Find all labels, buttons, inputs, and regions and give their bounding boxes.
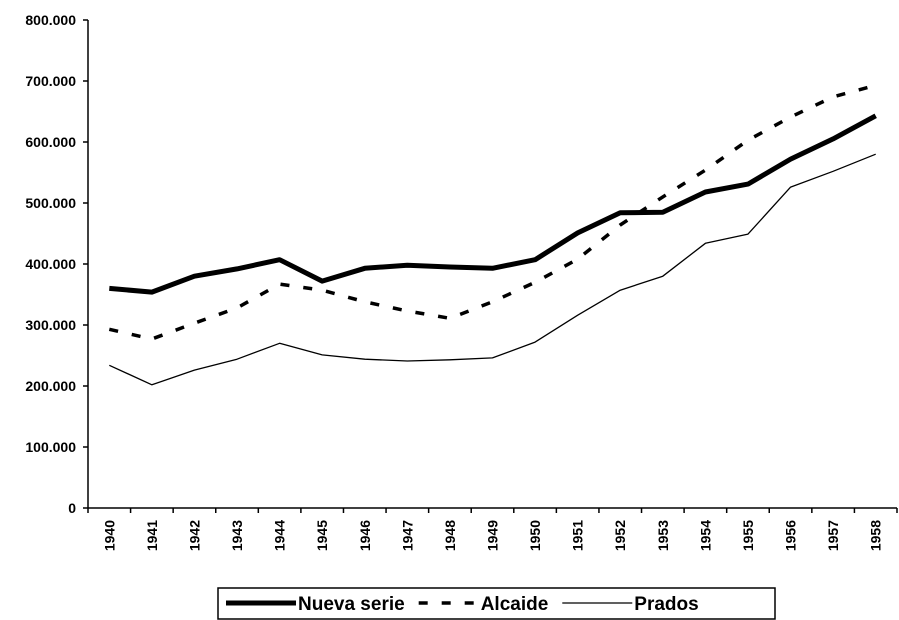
x-tick-label: 1948	[442, 520, 458, 551]
y-tick-label: 700.000	[25, 73, 76, 89]
x-tick-label: 1958	[868, 520, 884, 551]
x-tick-label: 1956	[783, 520, 799, 551]
x-tick-label: 1957	[825, 520, 841, 551]
x-tick-label: 1951	[570, 520, 586, 551]
legend-label: Nueva serie	[298, 594, 405, 615]
x-tick-label: 1952	[612, 520, 628, 551]
x-tick-label: 1955	[740, 520, 756, 551]
x-tick-label: 1946	[357, 520, 373, 551]
series-line	[109, 153, 876, 386]
y-tick-label: 0	[68, 500, 76, 516]
y-tick-label: 300.000	[25, 317, 76, 333]
y-tick-label: 800.000	[25, 12, 76, 28]
x-tick-label: 1949	[485, 520, 501, 551]
legend: Nueva serie Alcaide Prados	[217, 587, 776, 620]
y-tick-label: 100.000	[25, 439, 76, 455]
x-tick-label: 1943	[229, 520, 245, 551]
x-tick-label: 1953	[655, 520, 671, 551]
x-tick-label: 1940	[101, 520, 117, 551]
y-tick-label: 200.000	[25, 378, 76, 394]
legend-label: Prados	[634, 594, 698, 615]
x-tick-label: 1947	[399, 520, 415, 551]
series-line	[109, 113, 877, 295]
series-line	[108, 83, 877, 341]
y-tick-label: 500.000	[25, 195, 76, 211]
x-tick-label: 1944	[272, 520, 288, 551]
legend-label: Alcaide	[481, 594, 549, 615]
legend-box	[217, 587, 776, 620]
y-tick-label: 400.000	[25, 256, 76, 272]
x-tick-label: 1945	[314, 520, 330, 551]
x-tick-label: 1942	[186, 520, 202, 551]
x-tick-label: 1954	[697, 520, 713, 551]
x-tick-label: 1941	[144, 520, 160, 551]
x-tick-label: 1950	[527, 520, 543, 551]
y-tick-label: 600.000	[25, 134, 76, 150]
